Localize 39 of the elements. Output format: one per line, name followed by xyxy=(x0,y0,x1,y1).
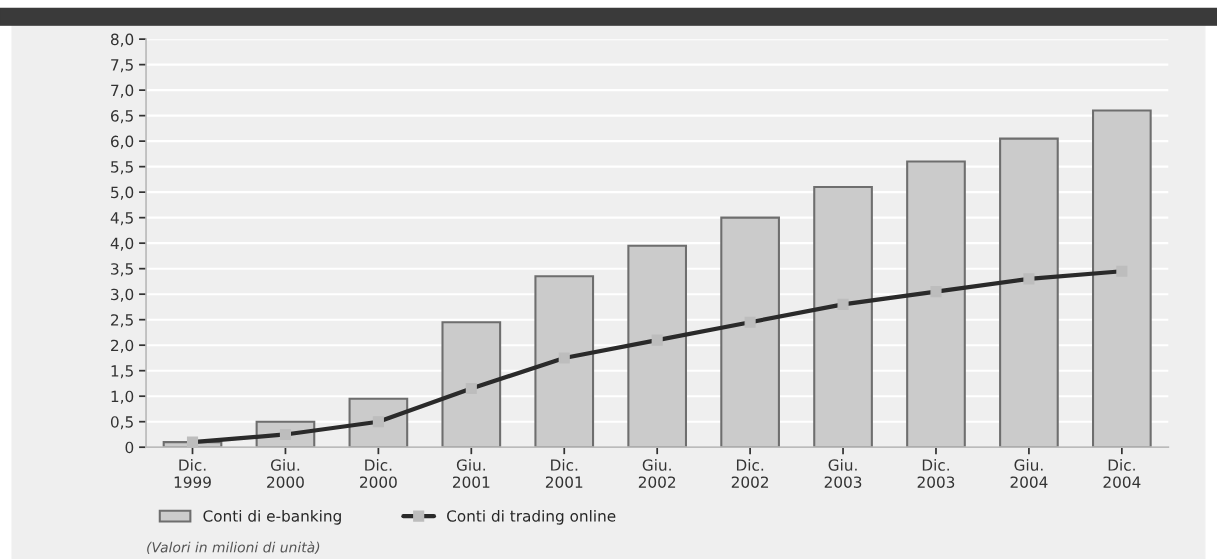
x-tick-label: Giu. 2001 xyxy=(452,459,490,488)
y-tick-label: 1,0 xyxy=(111,390,134,404)
bar xyxy=(627,244,688,448)
x-tick-label: Giu. 2000 xyxy=(267,459,304,488)
y-tick-label: 5,5 xyxy=(111,161,133,175)
bar xyxy=(813,186,873,448)
x-tick-label: Dic. 2004 xyxy=(1103,459,1141,488)
y-tick-label: 4,5 xyxy=(110,212,133,226)
x-tick-label: Dic. 2003 xyxy=(917,459,955,488)
y-tick-label: 3,5 xyxy=(111,263,133,277)
bar xyxy=(534,275,595,448)
y-tick-label: 3,0 xyxy=(111,288,134,302)
bar xyxy=(999,137,1059,448)
legend-label: Conti di trading online xyxy=(447,509,616,525)
y-tick-label: 2,0 xyxy=(111,339,134,353)
y-tick-label: 6,5 xyxy=(111,110,133,124)
y-tick-label: 0,5 xyxy=(110,416,133,430)
x-tick-label: Giu. 2003 xyxy=(824,459,862,488)
y-tick-label: 4,0 xyxy=(110,237,134,251)
y-tick-label: 1,5 xyxy=(111,365,133,379)
y-tick-label: 6,0 xyxy=(111,135,134,149)
x-tick-label: Giu. 2002 xyxy=(638,459,676,488)
bar xyxy=(1092,109,1152,448)
bar xyxy=(906,160,966,448)
x-tick-label: Dic. 1999 xyxy=(174,459,211,488)
y-tick-label: 7,0 xyxy=(111,84,134,98)
bar xyxy=(720,216,780,448)
y-tick-label: 5,0 xyxy=(111,186,134,200)
y-tick-label: 2,5 xyxy=(111,314,133,328)
x-tick-label: Dic. 2000 xyxy=(360,459,397,488)
x-tick-label: Giu. 2004 xyxy=(1010,459,1048,488)
bar xyxy=(441,321,502,448)
y-tick-label: 7,5 xyxy=(111,59,133,73)
x-tick-label: Dic. 2002 xyxy=(731,459,769,488)
x-tick-label: Dic. 2001 xyxy=(545,459,583,488)
y-tick-label: 0 xyxy=(125,441,134,454)
y-tick-label: 8,0 xyxy=(110,33,134,47)
legend-label: Conti di e-banking xyxy=(203,509,341,525)
text: (Valori in milioni di unità) xyxy=(147,541,320,555)
